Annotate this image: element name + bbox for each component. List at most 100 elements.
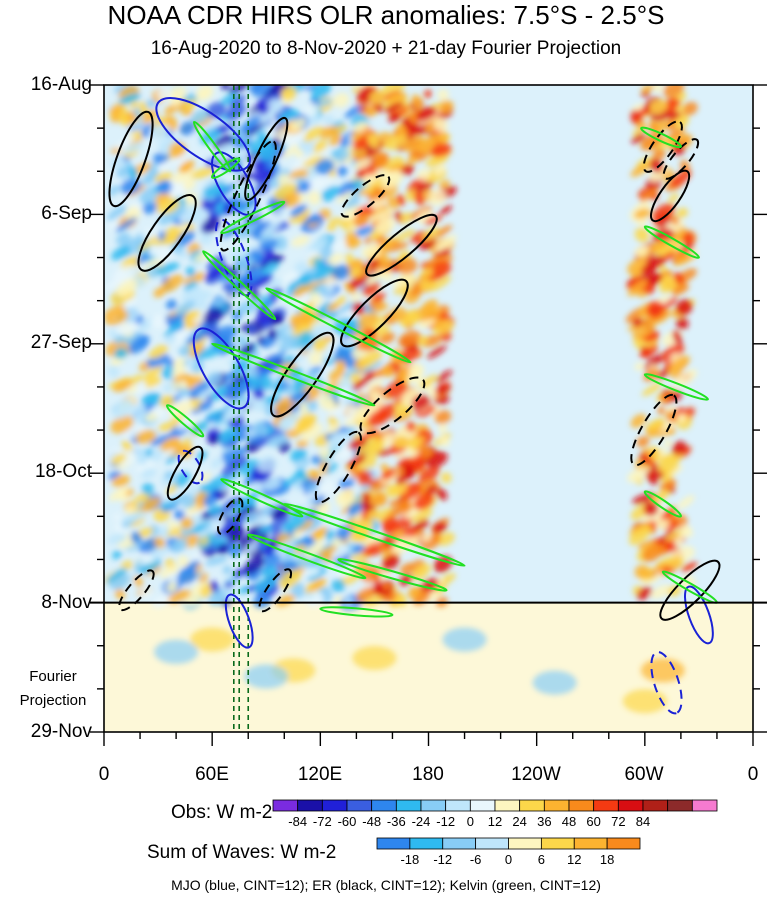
anomaly-blob xyxy=(434,410,452,425)
anomaly-blob xyxy=(408,363,424,379)
anomaly-blob xyxy=(369,196,387,210)
anomaly-blob xyxy=(206,264,230,280)
er-contour xyxy=(217,497,244,536)
anomaly-blob xyxy=(129,517,146,527)
anomaly-blob xyxy=(274,484,291,496)
mjo-contour xyxy=(177,449,204,485)
anomaly-blob xyxy=(191,167,216,179)
anomaly-blob xyxy=(681,524,693,538)
anomaly-blob xyxy=(401,436,426,448)
anomaly-blob xyxy=(106,567,128,583)
anomaly-blob xyxy=(311,265,336,282)
waves-legend-label: -18 xyxy=(400,852,419,867)
anomaly-blob xyxy=(123,511,148,523)
projection-blob xyxy=(352,646,397,671)
obs-legend-label: -12 xyxy=(436,814,455,829)
anomaly-blob xyxy=(141,587,153,599)
anomaly-blob xyxy=(280,548,298,564)
anomaly-blob xyxy=(412,563,431,581)
anomaly-blob xyxy=(632,321,655,340)
er-contour xyxy=(270,331,335,418)
anomaly-blob xyxy=(136,253,150,264)
anomaly-blob xyxy=(318,393,334,410)
anomaly-blob xyxy=(353,158,372,170)
anomaly-blob xyxy=(437,532,455,546)
anomaly-blob xyxy=(180,517,194,530)
anomaly-blob xyxy=(200,128,221,145)
anomaly-blob xyxy=(183,310,201,323)
anomaly-blob xyxy=(114,347,128,360)
anomaly-blob xyxy=(165,313,188,324)
anomaly-blob xyxy=(108,533,127,545)
anomaly-blob xyxy=(213,134,234,151)
anomaly-blob xyxy=(361,243,384,259)
anomaly-blob xyxy=(399,562,414,575)
anomaly-blob xyxy=(649,99,668,115)
anomaly-blob xyxy=(432,521,448,534)
anomaly-blob xyxy=(295,149,304,158)
anomaly-blob xyxy=(634,244,651,257)
anomaly-blob xyxy=(178,387,193,398)
anomaly-blob xyxy=(328,406,348,416)
anomaly-blob xyxy=(304,103,319,117)
anomaly-blob xyxy=(128,334,150,354)
anomaly-blob xyxy=(221,496,242,512)
anomaly-blob xyxy=(355,265,373,280)
anomaly-blob xyxy=(150,434,174,446)
obs-legend-swatch xyxy=(272,799,299,812)
er-contour xyxy=(219,140,277,252)
anomaly-blob xyxy=(359,350,383,368)
anomaly-blob xyxy=(310,178,335,191)
anomaly-blob xyxy=(657,456,680,474)
anomaly-blob xyxy=(675,368,698,388)
anomaly-blob xyxy=(673,253,697,267)
anomaly-blob xyxy=(138,236,158,252)
kelvin-contour xyxy=(643,490,682,518)
anomaly-blob xyxy=(301,335,318,347)
anomaly-blob xyxy=(439,435,450,447)
obs-legend-swatch xyxy=(519,799,545,812)
anomaly-blob xyxy=(272,311,284,325)
anomaly-blob xyxy=(668,193,679,203)
anomaly-blob xyxy=(298,273,313,286)
anomaly-blob xyxy=(169,92,183,107)
anomaly-blob xyxy=(407,586,422,599)
anomaly-blob xyxy=(311,322,334,338)
anomaly-blob xyxy=(367,438,385,453)
anomaly-blob xyxy=(166,527,183,537)
anomaly-blob xyxy=(634,564,650,579)
waves-legend-swatch xyxy=(442,837,477,850)
anomaly-blob xyxy=(130,531,142,544)
anomaly-blob xyxy=(432,318,445,328)
anomaly-blob xyxy=(164,319,185,338)
anomaly-blob xyxy=(166,484,178,494)
anomaly-blob xyxy=(145,376,162,388)
anomaly-blob xyxy=(108,486,129,502)
anomaly-blob xyxy=(160,437,181,452)
anomaly-blob xyxy=(435,234,457,252)
anomaly-blob xyxy=(206,255,226,272)
projection-blob xyxy=(244,664,289,689)
anomaly-blob xyxy=(659,277,677,294)
anomaly-blob xyxy=(422,306,442,323)
anomaly-blob xyxy=(397,498,413,514)
anomaly-blob xyxy=(289,168,309,181)
anomaly-blob xyxy=(314,158,335,175)
er-contour xyxy=(340,278,409,348)
obs-legend-label: -48 xyxy=(362,814,381,829)
anomaly-blob xyxy=(292,281,313,298)
anomaly-blob xyxy=(307,214,322,224)
anomaly-blob xyxy=(175,299,197,316)
anomaly-blob xyxy=(107,365,120,378)
anomaly-blob xyxy=(333,92,350,108)
anomaly-blob xyxy=(354,226,375,237)
anomaly-blob xyxy=(289,403,301,413)
anomaly-blob xyxy=(342,367,361,378)
projection-blob xyxy=(622,689,667,714)
anomaly-blob xyxy=(363,173,374,184)
anomaly-blob xyxy=(639,187,659,203)
anomaly-blob xyxy=(440,205,452,215)
anomaly-blob xyxy=(261,260,280,276)
anomaly-blob xyxy=(262,566,279,578)
obs-legend-label: 12 xyxy=(488,814,502,829)
